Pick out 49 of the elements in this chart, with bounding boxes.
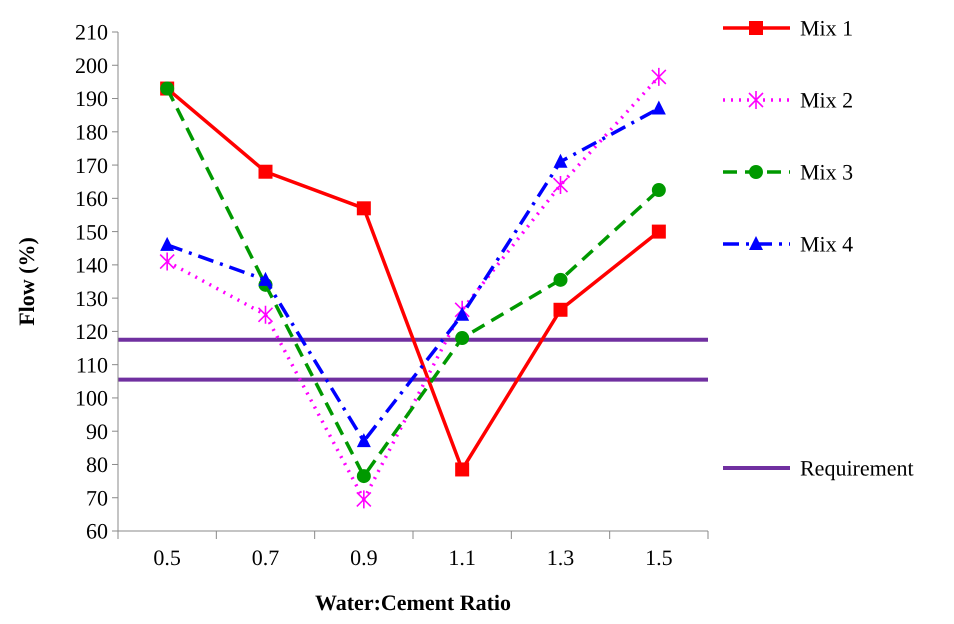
point [258,304,274,325]
y-tick-label: 180 [75,120,108,144]
y-axis-title: Flow (%) [14,237,39,326]
point [554,154,568,168]
point [652,100,666,115]
point [356,201,371,216]
x-tick-label: 1.1 [448,545,476,570]
x-tick-label: 0.5 [153,545,181,570]
legend-label: Mix 4 [800,232,854,257]
point [652,224,666,239]
y-tick-label: 160 [75,186,108,212]
point [554,302,568,317]
point [356,433,371,448]
y-tick-label: 170 [75,152,108,178]
y-tick-label: 200 [75,52,108,78]
y-tick-label: 210 [75,20,108,45]
x-axis-title: Water:Cement Ratio [314,590,512,615]
legend-label: Requirement [800,456,914,481]
x-tick-label: 1.5 [645,545,673,570]
point [160,236,174,251]
y-tick-label: 80 [86,452,108,478]
y-tick-label: 150 [75,219,108,244]
legend-label: Mix 3 [800,160,854,185]
point [258,164,272,179]
point [455,331,470,346]
y-tick-label: 190 [75,86,108,112]
point [455,306,470,321]
point [455,462,470,476]
x-tick-label: 0.9 [350,545,378,570]
y-tick-label: 120 [75,319,108,344]
point [356,490,372,510]
point [651,67,667,87]
y-tick-label: 140 [75,252,108,278]
y-tick-label: 130 [75,286,108,311]
x-tick-label: 0.7 [252,545,280,570]
point [159,252,175,272]
y-tick-label: 110 [76,352,108,378]
x-tick-label: 1.3 [546,545,574,570]
point [356,469,371,484]
y-tick-label: 70 [86,485,108,510]
point [552,175,568,195]
point [258,272,272,286]
point [554,272,568,287]
y-tick-label: 100 [75,386,108,411]
point [652,183,666,198]
y-tick-label: 60 [86,518,108,544]
y-tick-label: 90 [86,418,108,444]
legend-label: Mix 2 [800,88,854,113]
legend-label: Mix 1 [800,16,854,41]
